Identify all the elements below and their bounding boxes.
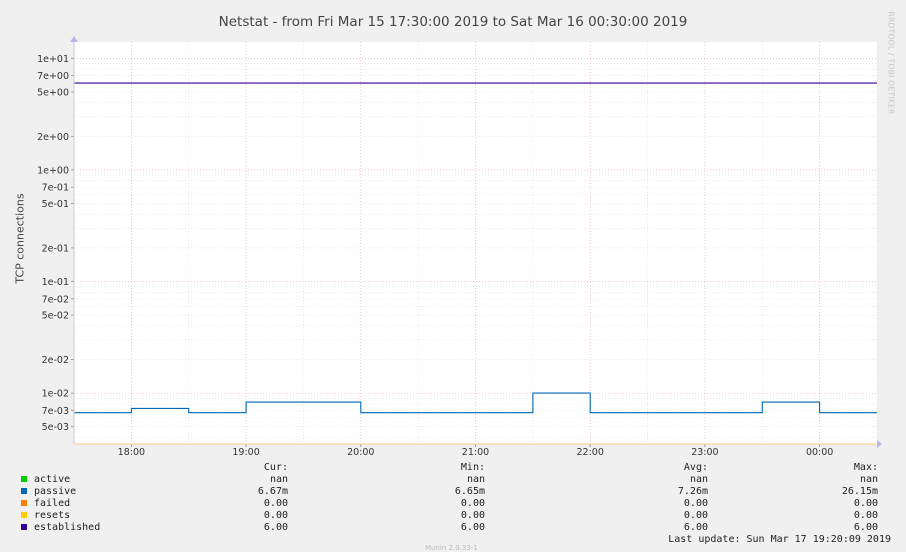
- x-tick-label: 21:00: [462, 447, 489, 458]
- legend-swatch: [21, 488, 27, 494]
- chart-title: Netstat - from Fri Mar 15 17:30:00 2019 …: [218, 14, 688, 30]
- legend-value-cur: 6.00: [263, 522, 288, 533]
- legend-value-cur: 6.67m: [257, 486, 288, 497]
- legend-row-established: established 6.00 6.00 6.00 6.00: [0, 522, 906, 534]
- legend-row-active: active nan nan nan nan: [0, 474, 906, 486]
- y-tick-label: 7e-03: [42, 406, 69, 417]
- legend-series-name: established: [34, 522, 101, 533]
- y-tick-labels: 1e+01 7e+00 5e+00 2e+00 1e+00 7e-01 5e-01 2e-01…: [37, 54, 74, 433]
- y-tick-label: 2e+00: [37, 132, 69, 143]
- x-tick-label: 19:00: [232, 447, 259, 458]
- x-tick-label: 22:00: [577, 447, 604, 458]
- footer-fragment: Munin 2.0.33-1: [425, 544, 478, 552]
- legend-value-avg: 6.00: [683, 522, 708, 533]
- legend-series-name: failed: [34, 498, 71, 509]
- legend-series-name: resets: [34, 510, 71, 521]
- legend-value-avg: 0.00: [683, 510, 708, 521]
- legend-header-max: Max:: [853, 462, 878, 473]
- legend-value-min: 6.00: [460, 522, 485, 533]
- y-tick-label: 2e-01: [42, 243, 69, 254]
- legend-value-max: nan: [859, 474, 878, 485]
- x-tick-labels: 18:00 19:00 20:00 21:00 22:00 23:00 00:00: [118, 444, 833, 458]
- legend-swatch: [21, 500, 27, 506]
- legend-series-name: passive: [34, 486, 77, 497]
- legend-value-min: nan: [466, 474, 485, 485]
- y-tick-label: 5e-02: [42, 311, 69, 322]
- legend-swatch: [21, 476, 27, 482]
- legend-value-cur: nan: [269, 474, 288, 485]
- series-line-passive: [74, 392, 877, 414]
- legend-value-max: 0.00: [853, 498, 878, 509]
- y-tick-label: 5e-01: [42, 199, 69, 210]
- axes: [70, 36, 882, 448]
- legend-row-passive: passive 6.67m 6.65m 7.26m 26.15m: [0, 486, 906, 498]
- x-tick-label: 20:00: [347, 447, 374, 458]
- legend-value-cur: 0.00: [263, 510, 288, 521]
- legend-header-avg: Avg:: [683, 462, 708, 473]
- legend-value-avg: nan: [689, 474, 708, 485]
- y-tick-label: 1e+01: [37, 54, 69, 65]
- y-tick-label: 1e+00: [37, 165, 69, 176]
- y-axis-arrow: [70, 36, 78, 42]
- legend-value-max: 0.00: [853, 510, 878, 521]
- y-tick-label: 7e-01: [42, 183, 69, 194]
- y-tick-label: 1e-01: [42, 277, 69, 288]
- x-axis-arrow: [877, 440, 882, 448]
- y-tick-label: 7e+00: [37, 71, 69, 82]
- legend-swatch: [21, 524, 27, 530]
- y-tick-label: 7e-02: [42, 294, 69, 305]
- x-tick-label: 18:00: [118, 447, 145, 458]
- legend-value-avg: 0.00: [683, 498, 708, 509]
- legend-value-min: 0.00: [460, 498, 485, 509]
- legend-value-max: 6.00: [853, 522, 878, 533]
- y-tick-label: 2e-02: [42, 355, 69, 366]
- legend-value-min: 6.65m: [454, 486, 485, 497]
- legend-header-cur: Cur:: [263, 462, 288, 473]
- legend-row-failed: failed 0.00 0.00 0.00 0.00: [0, 498, 906, 510]
- legend-value-cur: 0.00: [263, 498, 288, 509]
- y-tick-label: 5e-03: [42, 422, 69, 433]
- y-tick-label: 5e+00: [37, 87, 69, 98]
- legend-swatch: [21, 512, 27, 518]
- legend-value-min: 0.00: [460, 510, 485, 521]
- grid-lines: [73, 42, 878, 444]
- last-update: Last update: Sun Mar 17 19:20:09 2019: [668, 534, 891, 545]
- legend-series-name: active: [34, 474, 71, 485]
- x-tick-label: 00:00: [806, 447, 833, 458]
- legend-value-max: 26.15m: [841, 486, 878, 497]
- legend-value-avg: 7.26m: [677, 486, 708, 497]
- legend-row-resets: resets 0.00 0.00 0.00 0.00: [0, 510, 906, 522]
- y-tick-label: 1e-02: [42, 389, 69, 400]
- x-tick-label: 23:00: [691, 447, 718, 458]
- series-lines: [74, 82, 877, 414]
- legend-header-min: Min:: [460, 462, 485, 473]
